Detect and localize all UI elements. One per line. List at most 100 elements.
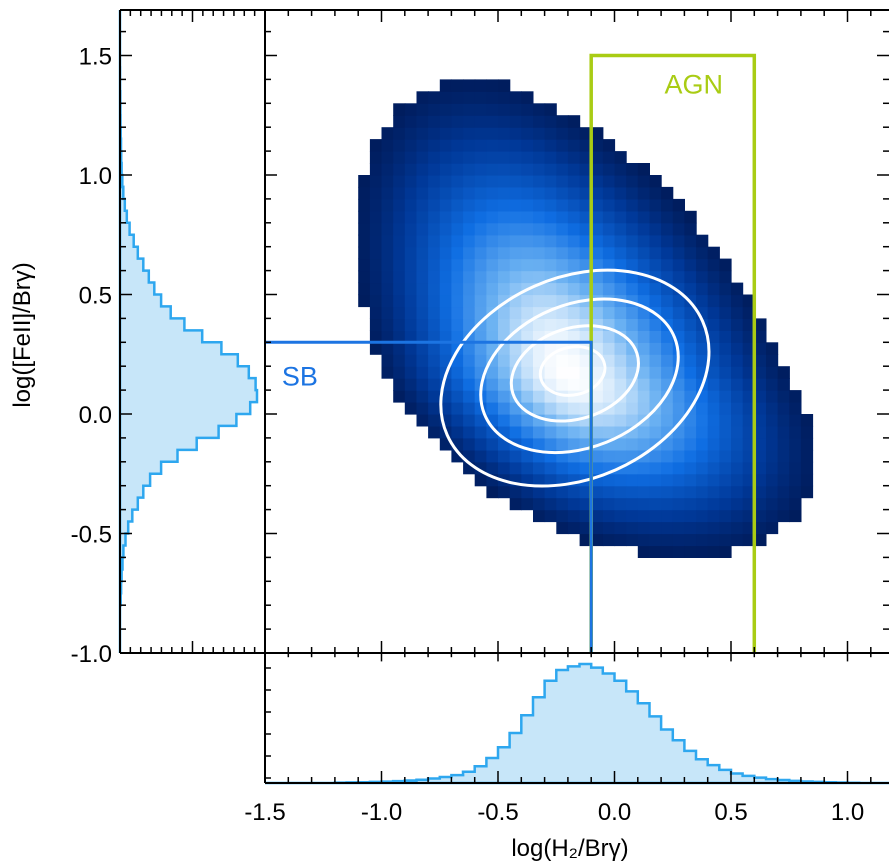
heatmap-cell [404, 342, 417, 355]
heatmap-cell [626, 186, 639, 200]
heatmap-cell [614, 509, 627, 523]
heatmap-cell [358, 258, 371, 272]
heatmap-cell [358, 294, 371, 308]
heatmap-cell [498, 414, 511, 427]
heatmap-cell [404, 210, 417, 224]
y-tick-label: 0.5 [79, 283, 112, 310]
heatmap-cell [754, 497, 767, 511]
heatmap-cell [777, 378, 790, 391]
heatmap-cell [393, 103, 406, 116]
heatmap-cell [474, 151, 487, 164]
heatmap-cell [369, 246, 383, 260]
heatmap-cell [486, 222, 499, 236]
heatmap-cell [731, 461, 744, 475]
heatmap-cell [369, 210, 383, 224]
heatmap-cell [684, 473, 697, 487]
heatmap-cell [381, 342, 394, 355]
heatmap-cell [521, 222, 534, 236]
heatmap-cell [404, 103, 417, 116]
heatmap-cell [556, 175, 569, 188]
heatmap-cell [579, 485, 592, 499]
heatmap-cell [742, 461, 755, 475]
heatmap-cell [428, 425, 441, 439]
heatmap-cell [509, 163, 522, 176]
heatmap-cell [474, 210, 487, 224]
heatmap-cell [463, 151, 476, 164]
heatmap-cell [544, 246, 557, 260]
heatmap-cell [474, 246, 487, 260]
heatmap-cell [649, 366, 662, 379]
x-histogram-bars [265, 662, 889, 785]
heatmap-cell [696, 521, 709, 535]
heatmap-cell [416, 115, 429, 128]
heatmap-cell [614, 210, 627, 224]
heatmap-cell [800, 449, 814, 463]
heatmap-cell [498, 270, 511, 284]
heatmap-cell [556, 282, 569, 296]
heatmap-cell [393, 318, 406, 331]
heatmap-cell [672, 485, 685, 499]
heatmap-cell [521, 175, 534, 188]
heatmap-cell [509, 222, 522, 236]
heatmap-cell [544, 186, 557, 200]
heatmap-cell [428, 282, 441, 296]
heatmap-cell [649, 533, 662, 547]
heatmap-cell [602, 306, 616, 319]
heatmap-cell [661, 330, 674, 343]
heatmap-cell [579, 139, 592, 152]
heatmap-cell [486, 294, 499, 308]
heatmap-cell [602, 282, 616, 296]
heatmap-cell [498, 306, 511, 319]
heatmap-cell [416, 234, 429, 248]
heatmap-cell [393, 366, 406, 379]
heatmap-cell [754, 533, 767, 547]
heatmap-cell [684, 378, 697, 391]
heatmap-cell [381, 127, 394, 140]
heatmap-cell [719, 318, 732, 331]
heatmap-cell [428, 270, 441, 284]
heatmap-cell [696, 294, 709, 308]
heatmap-cell [696, 545, 709, 558]
heatmap-cell [661, 497, 674, 511]
heatmap-cell [533, 509, 546, 523]
heatmap-cell [393, 378, 406, 391]
x-axis-label: log(H₂/Brγ) [511, 835, 628, 862]
heatmap-cell [509, 198, 522, 212]
heatmap-cell [614, 378, 627, 391]
heatmap-cell [416, 318, 429, 331]
heatmap-cell [626, 509, 639, 523]
heatmap-cell [509, 354, 522, 367]
heatmap-cell [521, 151, 534, 164]
heatmap-cell [556, 509, 569, 523]
heatmap-cell [486, 163, 499, 176]
heatmap-cell [416, 91, 429, 104]
x-tick-label: -0.5 [477, 799, 518, 826]
heatmap-cell [533, 246, 546, 260]
heatmap-cell [486, 449, 499, 463]
heatmap-cell [777, 366, 790, 379]
heatmap-cell [369, 139, 383, 152]
heatmap-cell [637, 437, 650, 451]
heatmap-cell [393, 306, 406, 319]
heatmap-cell [567, 151, 581, 164]
heatmap-cell [591, 533, 604, 547]
heatmap-cell [649, 330, 662, 343]
heatmap-cell [649, 461, 662, 475]
heatmap-cell [661, 258, 674, 272]
heatmap-cell [544, 103, 557, 116]
heatmap-cell [684, 246, 697, 260]
heatmap-cell [486, 437, 499, 451]
heatmap-cell [661, 402, 674, 415]
heatmap-cell [672, 270, 685, 284]
heatmap-cell [463, 354, 476, 367]
heatmap-cell [486, 151, 499, 164]
heatmap-cell [498, 115, 511, 128]
heatmap-cell [649, 545, 662, 558]
heatmap-cell [439, 318, 452, 331]
heatmap-cell [474, 449, 487, 463]
heatmap-cell [614, 485, 627, 499]
heatmap-cell [579, 222, 592, 236]
heatmap-cell [766, 390, 779, 403]
heatmap-cell [777, 509, 790, 523]
heatmap-cell [602, 378, 616, 391]
